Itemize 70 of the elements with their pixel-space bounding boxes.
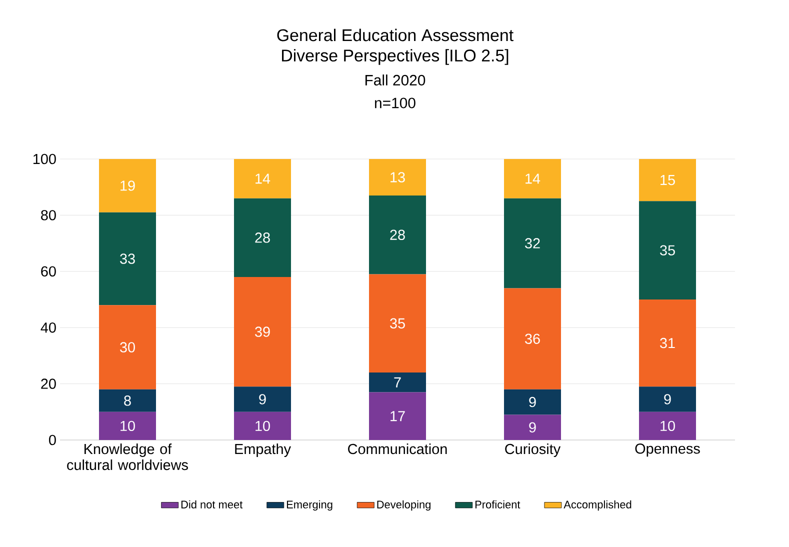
bar: [99, 389, 156, 412]
data-label: 8: [124, 396, 131, 406]
bar: [639, 158, 696, 202]
bar: [369, 372, 426, 392]
data-label: 14: [526, 174, 540, 184]
data-label: 36: [525, 334, 540, 344]
data-label: 10: [120, 420, 135, 432]
legend-label: Did not meet: [181, 500, 243, 508]
chart-title: General Education Assessment: [277, 28, 514, 42]
data-label: 10: [256, 420, 270, 432]
x-tick-label: Openness: [635, 444, 700, 457]
legend-label: Proficient: [475, 500, 520, 508]
data-label: 14: [256, 174, 270, 184]
bar: [504, 414, 562, 440]
y-tick-label: 60: [41, 266, 56, 277]
data-label: 7: [394, 377, 401, 388]
bar: [369, 196, 426, 274]
x-tick-label: Knowledge of cultural worldviews: [67, 444, 188, 470]
data-label: 13: [390, 172, 405, 182]
bar: [369, 158, 426, 196]
x-tick-label: Communication: [348, 444, 447, 454]
bar: [99, 158, 156, 212]
bar: [504, 288, 562, 390]
bar: [639, 386, 696, 412]
data-label: 39: [255, 326, 270, 337]
data-label: 32: [525, 238, 540, 248]
y-tick-label: 100: [33, 154, 56, 164]
text: n=100: [375, 98, 416, 108]
data-label: 15: [660, 175, 675, 186]
bar: [504, 158, 562, 198]
data-label: 35: [660, 245, 675, 256]
data-label: 30: [120, 342, 135, 352]
bar: [369, 274, 426, 373]
bar: [234, 412, 292, 440]
bar: [504, 389, 562, 415]
legend-label: Developing: [377, 500, 430, 511]
bar: [234, 158, 292, 198]
data-label: 35: [390, 318, 405, 328]
x-tick-label: Empathy: [235, 444, 291, 457]
data-label: 33: [120, 254, 135, 264]
data-label: 17: [390, 411, 405, 422]
data-label: 28: [255, 232, 270, 243]
x-tick-label: Curiosity: [505, 444, 561, 457]
bar: [639, 299, 696, 387]
y-tick-label: 20: [41, 378, 56, 389]
y-tick-label: 40: [40, 322, 56, 333]
y-tick-label: 0: [49, 434, 56, 446]
data-label: 19: [120, 180, 135, 191]
bar: [234, 198, 292, 278]
bar: [234, 277, 292, 387]
data-label: 10: [660, 420, 675, 432]
bar: [234, 386, 292, 412]
legend-label: Emerging: [286, 500, 332, 511]
data-label: 31: [660, 338, 675, 348]
data-label: 9: [529, 422, 536, 432]
bar: [639, 201, 696, 300]
data-label: 9: [529, 396, 536, 408]
data-label: 9: [664, 394, 671, 404]
bar: [639, 412, 696, 440]
chart-subtitle: Diverse Perspectives [ILO 2.5]: [282, 49, 508, 65]
data-label: 9: [259, 394, 266, 404]
bar: [99, 305, 156, 390]
bar: [369, 392, 426, 440]
bar: [99, 212, 156, 306]
bar: [99, 412, 156, 440]
data-label: 28: [390, 230, 405, 240]
legend-label: Accomplished: [564, 500, 632, 511]
bar: [504, 198, 562, 288]
y-tick-label: 80: [41, 210, 56, 220]
text: Fall 2020: [365, 74, 426, 86]
